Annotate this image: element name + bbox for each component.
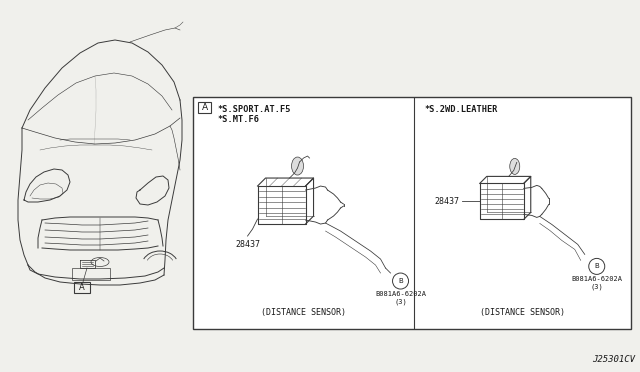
Text: (DISTANCE SENSOR): (DISTANCE SENSOR) [480, 308, 565, 317]
Text: (DISTANCE SENSOR): (DISTANCE SENSOR) [261, 308, 346, 317]
Text: A: A [202, 103, 207, 112]
Text: 28437: 28437 [235, 240, 260, 249]
Bar [72, 268, 110, 280]
Text: *S.MT.F6: *S.MT.F6 [217, 115, 259, 125]
Text: *S.2WD.LEATHER: *S.2WD.LEATHER [424, 105, 498, 113]
Bar [193, 97, 631, 329]
Text: A: A [79, 283, 85, 292]
Text: 28437: 28437 [435, 197, 460, 206]
Text: B081A6-6202A: B081A6-6202A [375, 291, 426, 297]
Text: B081A6-6202A: B081A6-6202A [572, 276, 622, 282]
Circle shape [589, 259, 605, 275]
Text: J25301CV: J25301CV [592, 355, 635, 364]
Text: B: B [595, 263, 599, 269]
Text: (3): (3) [590, 283, 603, 290]
Circle shape [392, 273, 408, 289]
Bar [74, 282, 90, 293]
Bar [198, 102, 211, 113]
Text: (3): (3) [394, 298, 407, 305]
Text: *S.SPORT.AT.F5: *S.SPORT.AT.F5 [217, 105, 291, 113]
Ellipse shape [509, 158, 520, 174]
Text: B: B [398, 278, 403, 284]
Ellipse shape [292, 157, 303, 175]
